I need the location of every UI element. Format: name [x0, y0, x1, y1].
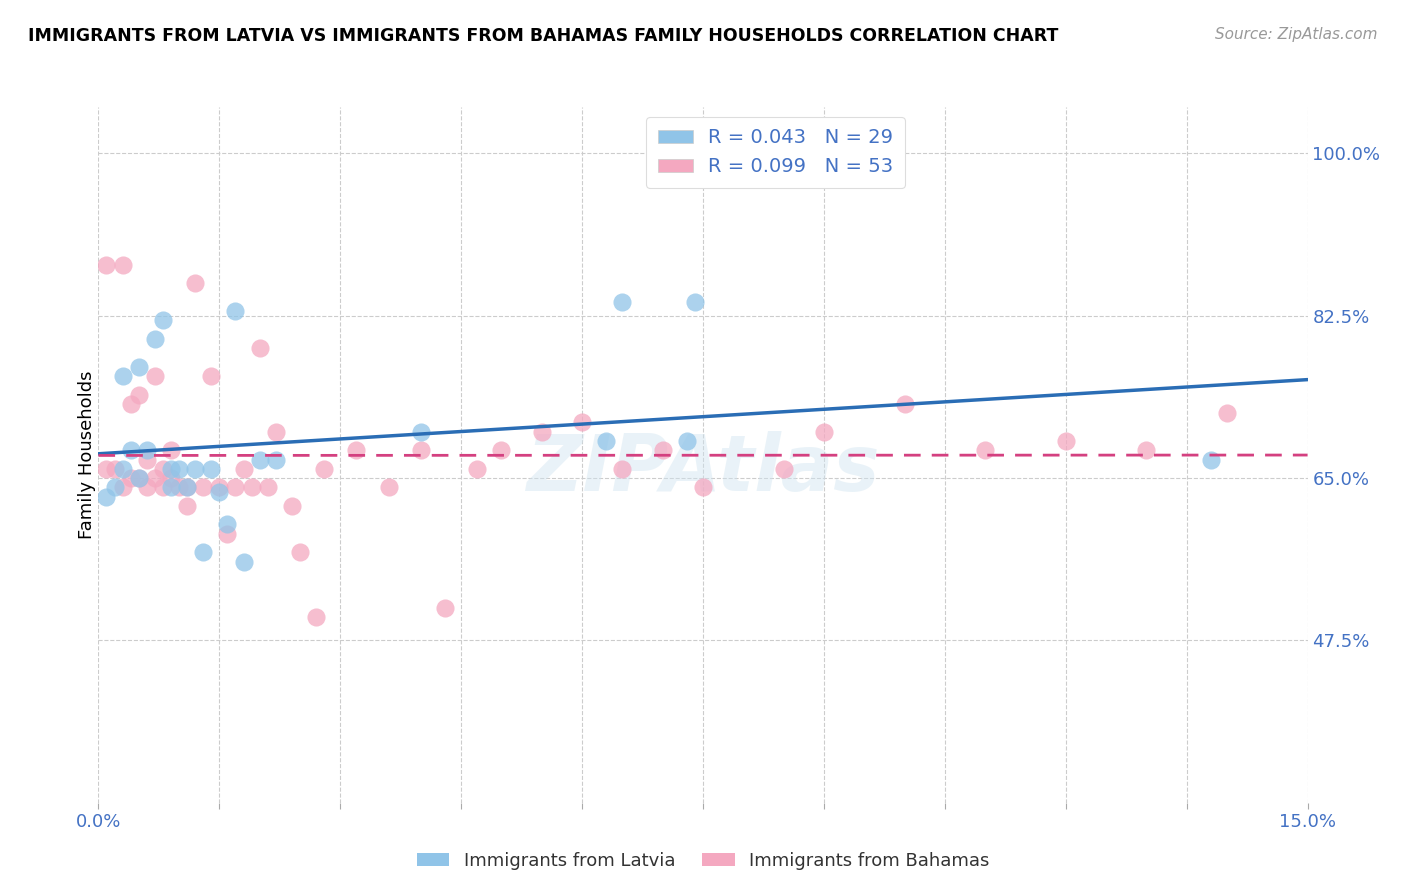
- Point: [232, 462, 254, 476]
- Point: [167, 462, 190, 476]
- Point: [176, 480, 198, 494]
- Point: [160, 480, 183, 494]
- Point: [143, 471, 166, 485]
- Point: [813, 425, 835, 439]
- Point: [208, 480, 231, 494]
- Point: [249, 341, 271, 355]
- Point: [111, 369, 134, 384]
- Point: [135, 452, 157, 467]
- Point: [103, 462, 125, 476]
- Point: [120, 397, 142, 411]
- Point: [143, 332, 166, 346]
- Point: [314, 462, 336, 476]
- Point: [96, 462, 118, 476]
- Point: [217, 517, 239, 532]
- Y-axis label: Family Households: Family Households: [79, 371, 96, 539]
- Point: [111, 480, 134, 494]
- Point: [651, 443, 673, 458]
- Point: [152, 313, 174, 327]
- Point: [193, 480, 215, 494]
- Point: [256, 480, 278, 494]
- Point: [120, 443, 142, 458]
- Text: ZIPAtlas: ZIPAtlas: [526, 431, 880, 507]
- Point: [281, 499, 304, 513]
- Point: [96, 490, 118, 504]
- Point: [111, 462, 134, 476]
- Point: [612, 462, 634, 476]
- Point: [264, 425, 287, 439]
- Point: [344, 443, 367, 458]
- Point: [409, 425, 432, 439]
- Point: [1216, 406, 1239, 420]
- Point: [160, 443, 183, 458]
- Point: [111, 258, 134, 272]
- Point: [128, 387, 150, 401]
- Point: [208, 485, 231, 500]
- Point: [184, 277, 207, 291]
- Point: [135, 443, 157, 458]
- Point: [1054, 434, 1077, 448]
- Point: [409, 443, 432, 458]
- Point: [1135, 443, 1157, 458]
- Point: [176, 480, 198, 494]
- Point: [160, 462, 183, 476]
- Point: [96, 258, 118, 272]
- Point: [143, 369, 166, 384]
- Point: [152, 480, 174, 494]
- Point: [232, 555, 254, 569]
- Legend: Immigrants from Latvia, Immigrants from Bahamas: Immigrants from Latvia, Immigrants from …: [409, 845, 997, 877]
- Point: [200, 462, 222, 476]
- Point: [200, 369, 222, 384]
- Point: [772, 462, 794, 476]
- Point: [612, 294, 634, 309]
- Text: IMMIGRANTS FROM LATVIA VS IMMIGRANTS FROM BAHAMAS FAMILY HOUSEHOLDS CORRELATION : IMMIGRANTS FROM LATVIA VS IMMIGRANTS FRO…: [28, 27, 1059, 45]
- Point: [974, 443, 997, 458]
- Point: [103, 480, 125, 494]
- Point: [249, 452, 271, 467]
- Point: [193, 545, 215, 559]
- Point: [288, 545, 311, 559]
- Point: [120, 471, 142, 485]
- Point: [224, 304, 246, 318]
- Point: [893, 397, 915, 411]
- Text: Source: ZipAtlas.com: Source: ZipAtlas.com: [1215, 27, 1378, 42]
- Point: [128, 471, 150, 485]
- Point: [692, 480, 714, 494]
- Point: [176, 499, 198, 513]
- Point: [676, 434, 699, 448]
- Point: [264, 452, 287, 467]
- Point: [167, 480, 190, 494]
- Point: [530, 425, 553, 439]
- Point: [683, 294, 706, 309]
- Point: [184, 462, 207, 476]
- Point: [160, 471, 183, 485]
- Point: [152, 462, 174, 476]
- Point: [465, 462, 488, 476]
- Point: [434, 601, 457, 615]
- Point: [240, 480, 263, 494]
- Point: [217, 526, 239, 541]
- Point: [224, 480, 246, 494]
- Point: [377, 480, 399, 494]
- Point: [491, 443, 513, 458]
- Point: [128, 471, 150, 485]
- Point: [1199, 452, 1222, 467]
- Point: [135, 480, 157, 494]
- Point: [305, 610, 328, 624]
- Point: [571, 416, 593, 430]
- Point: [595, 434, 617, 448]
- Point: [128, 359, 150, 374]
